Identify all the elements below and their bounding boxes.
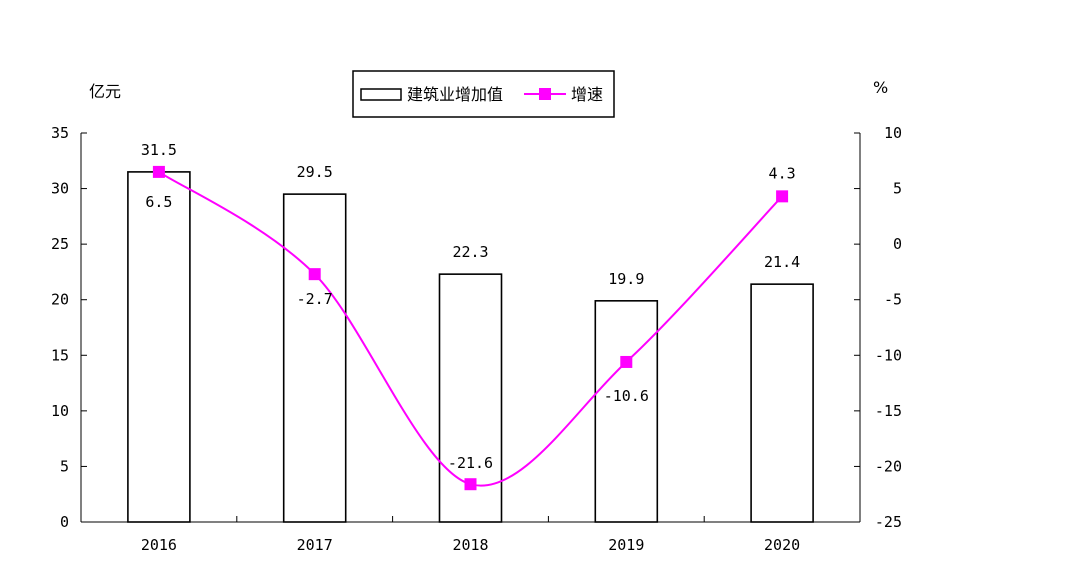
line-series	[152, 165, 789, 491]
growth-marker-2017	[308, 268, 321, 281]
left-axis-unit: 亿元	[89, 82, 121, 101]
axes: 0 5 10 15 20 25 30 35 -25 -20 -15 -10 -5 0 5 10 2016 2017…	[51, 124, 902, 554]
line-value-label: -2.7	[297, 290, 333, 308]
bar-value-label: 21.4	[764, 253, 800, 271]
right-axis-unit: %	[873, 78, 888, 97]
x-axis-tick-label: 2017	[297, 536, 333, 554]
left-axis-tick-label: 30	[51, 180, 69, 198]
bar-2017	[282, 193, 347, 523]
line-value-label: 6.5	[145, 193, 172, 211]
legend-line-marker	[539, 88, 551, 100]
bar-value-label: 19.9	[608, 270, 644, 288]
right-axis-tick-label: -5	[884, 291, 902, 309]
left-axis-tick-label: 10	[51, 402, 69, 420]
legend-bar-label: 建筑业增加值	[407, 85, 503, 104]
right-axis-tick-label: -25	[875, 513, 902, 531]
right-axis-tick-label: 5	[893, 180, 902, 198]
legend-bar-swatch	[360, 88, 402, 101]
bar-2016	[127, 171, 191, 523]
left-axis-tick-label: 5	[60, 457, 69, 475]
x-axis-tick-label: 2018	[452, 536, 488, 554]
line-value-label: -21.6	[448, 454, 493, 472]
line-value-label: -10.6	[604, 387, 649, 405]
right-axis-tick-label: -10	[875, 346, 902, 364]
right-axis-tick-label: -20	[875, 457, 902, 475]
left-axis-tick-label: 35	[51, 124, 69, 142]
bar-series	[127, 171, 814, 523]
bar-value-label: 22.3	[452, 243, 488, 261]
legend-line-label: 增速	[571, 85, 603, 104]
growth-marker-2019	[620, 355, 633, 368]
right-axis-tick-label: 0	[893, 235, 902, 253]
x-axis-tick-label: 2019	[608, 536, 644, 554]
left-axis-tick-label: 15	[51, 346, 69, 364]
bar-2020	[750, 283, 814, 523]
left-axis-tick-label: 25	[51, 235, 69, 253]
x-axis-tick-label: 2016	[141, 536, 177, 554]
right-axis-tick-label: 10	[884, 124, 902, 142]
growth-marker-2016	[152, 165, 165, 178]
bar-value-label: 31.5	[141, 141, 177, 159]
legend: 建筑业增加值 增速	[352, 70, 615, 118]
line-value-label: 4.3	[769, 164, 796, 182]
right-axis-tick-label: -15	[875, 402, 902, 420]
left-axis-tick-label: 0	[60, 513, 69, 531]
data-labels: 31.5 29.5 22.3 19.9 21.4 6.5 -2.7 -21.6 -10.6 4.3	[141, 141, 800, 472]
x-axis-tick-label: 2020	[764, 536, 800, 554]
bar-value-label: 29.5	[297, 163, 333, 181]
growth-marker-2018	[464, 478, 477, 491]
left-axis-tick-label: 20	[51, 291, 69, 309]
bar-2019	[594, 300, 659, 523]
growth-marker-2020	[776, 190, 789, 203]
